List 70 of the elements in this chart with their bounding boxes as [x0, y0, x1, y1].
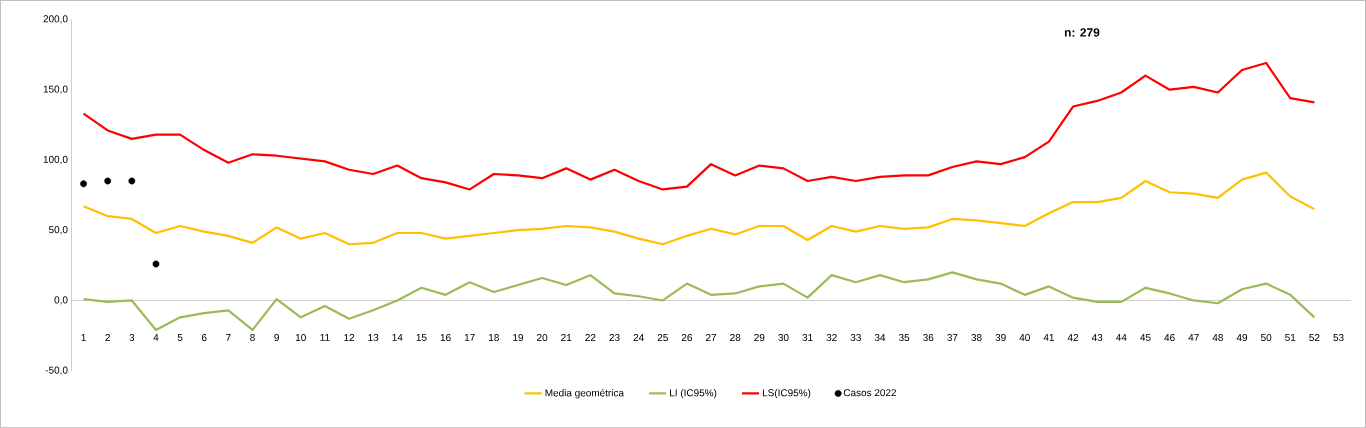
x-tick-label: 28	[730, 333, 741, 341]
x-tick-label: 36	[923, 333, 934, 341]
x-tick-label: 27	[705, 333, 717, 341]
x-tick-label: 35	[898, 333, 910, 341]
y-tick-label: 100,0	[43, 155, 68, 164]
x-tick-label: 18	[489, 333, 499, 341]
legend-label: Casos 2022	[843, 389, 897, 397]
x-tick-label: 12	[344, 333, 355, 341]
y-tick-label: 200,0	[43, 15, 68, 24]
x-tick-label: 43	[1091, 333, 1103, 341]
x-tick-label: 20	[537, 333, 548, 341]
x-tick-label: 10	[295, 333, 306, 341]
x-tick-label: 52	[1309, 333, 1320, 341]
x-tick-label: 40	[1019, 333, 1030, 341]
x-tick-label: 48	[1212, 333, 1223, 341]
point	[128, 177, 136, 185]
x-tick-label: 45	[1140, 333, 1151, 341]
x-tick-label: 11	[320, 333, 330, 341]
x-tick-label: 19	[513, 333, 524, 341]
x-tick-label: 49	[1236, 333, 1248, 341]
x-tick-label: 37	[947, 333, 958, 341]
x-tick-label: 5	[177, 333, 183, 341]
x-tick-label: 46	[1164, 333, 1175, 341]
line-series	[82, 171, 1316, 246]
x-tick-label: 23	[609, 333, 620, 341]
point	[152, 260, 160, 268]
x-tick-label: 17	[464, 333, 475, 341]
x-tick-label: 9	[274, 333, 279, 341]
legend-label: LI (IC95%)	[670, 388, 717, 399]
x-tick-label: 4	[153, 333, 159, 341]
x-tick-label: 44	[1116, 333, 1127, 341]
point	[80, 180, 87, 188]
x-tick-label: 47	[1188, 333, 1199, 341]
x-tick-label: 53	[1333, 333, 1344, 341]
line-series	[82, 271, 1316, 331]
x-tick-label: 25	[657, 333, 668, 341]
x-tick-label: 3	[129, 333, 135, 341]
y-tick-label: 0,0	[54, 296, 68, 305]
x-tick-label: 39	[995, 333, 1006, 341]
x-tick-label: 34	[874, 333, 886, 341]
x-tick-label: 24	[633, 333, 644, 341]
y-tick-label: 50,0	[48, 226, 68, 235]
x-tick-label: 6	[201, 333, 207, 341]
x-tick-label: 33	[850, 333, 861, 341]
x-tick-label: 14	[392, 333, 403, 341]
x-tick-label: 8	[250, 333, 255, 341]
x-tick-label: 41	[1043, 333, 1054, 341]
x-tick-label: 51	[1285, 333, 1296, 341]
x-tick-label: 16	[440, 333, 451, 341]
x-tick-label: 31	[802, 333, 813, 341]
legend-label: LS(IC95%)	[762, 388, 811, 399]
x-tick-label: 15	[416, 333, 427, 341]
x-tick-label: 38	[971, 333, 982, 341]
y-tick-label: 150,0	[43, 85, 68, 94]
x-tick-label: 2	[105, 333, 110, 341]
x-tick-label: 29	[754, 333, 765, 341]
legend-label: Media geométrica	[545, 388, 624, 399]
x-tick-label: 13	[368, 333, 379, 341]
annotation: n: 279	[1064, 28, 1100, 37]
x-tick-label: 26	[681, 333, 693, 341]
x-tick-label: 30	[778, 333, 789, 341]
x-tick-label: 42	[1067, 333, 1079, 341]
y-tick-label: -50,0	[45, 366, 68, 375]
x-tick-label: 22	[585, 333, 596, 341]
x-tick-label: 21	[561, 333, 572, 341]
x-tick-label: 32	[826, 333, 837, 341]
point	[104, 177, 112, 185]
x-tick-label: 7	[226, 333, 231, 341]
x-tick-label: 1	[81, 333, 86, 341]
x-tick-label: 50	[1260, 333, 1272, 341]
